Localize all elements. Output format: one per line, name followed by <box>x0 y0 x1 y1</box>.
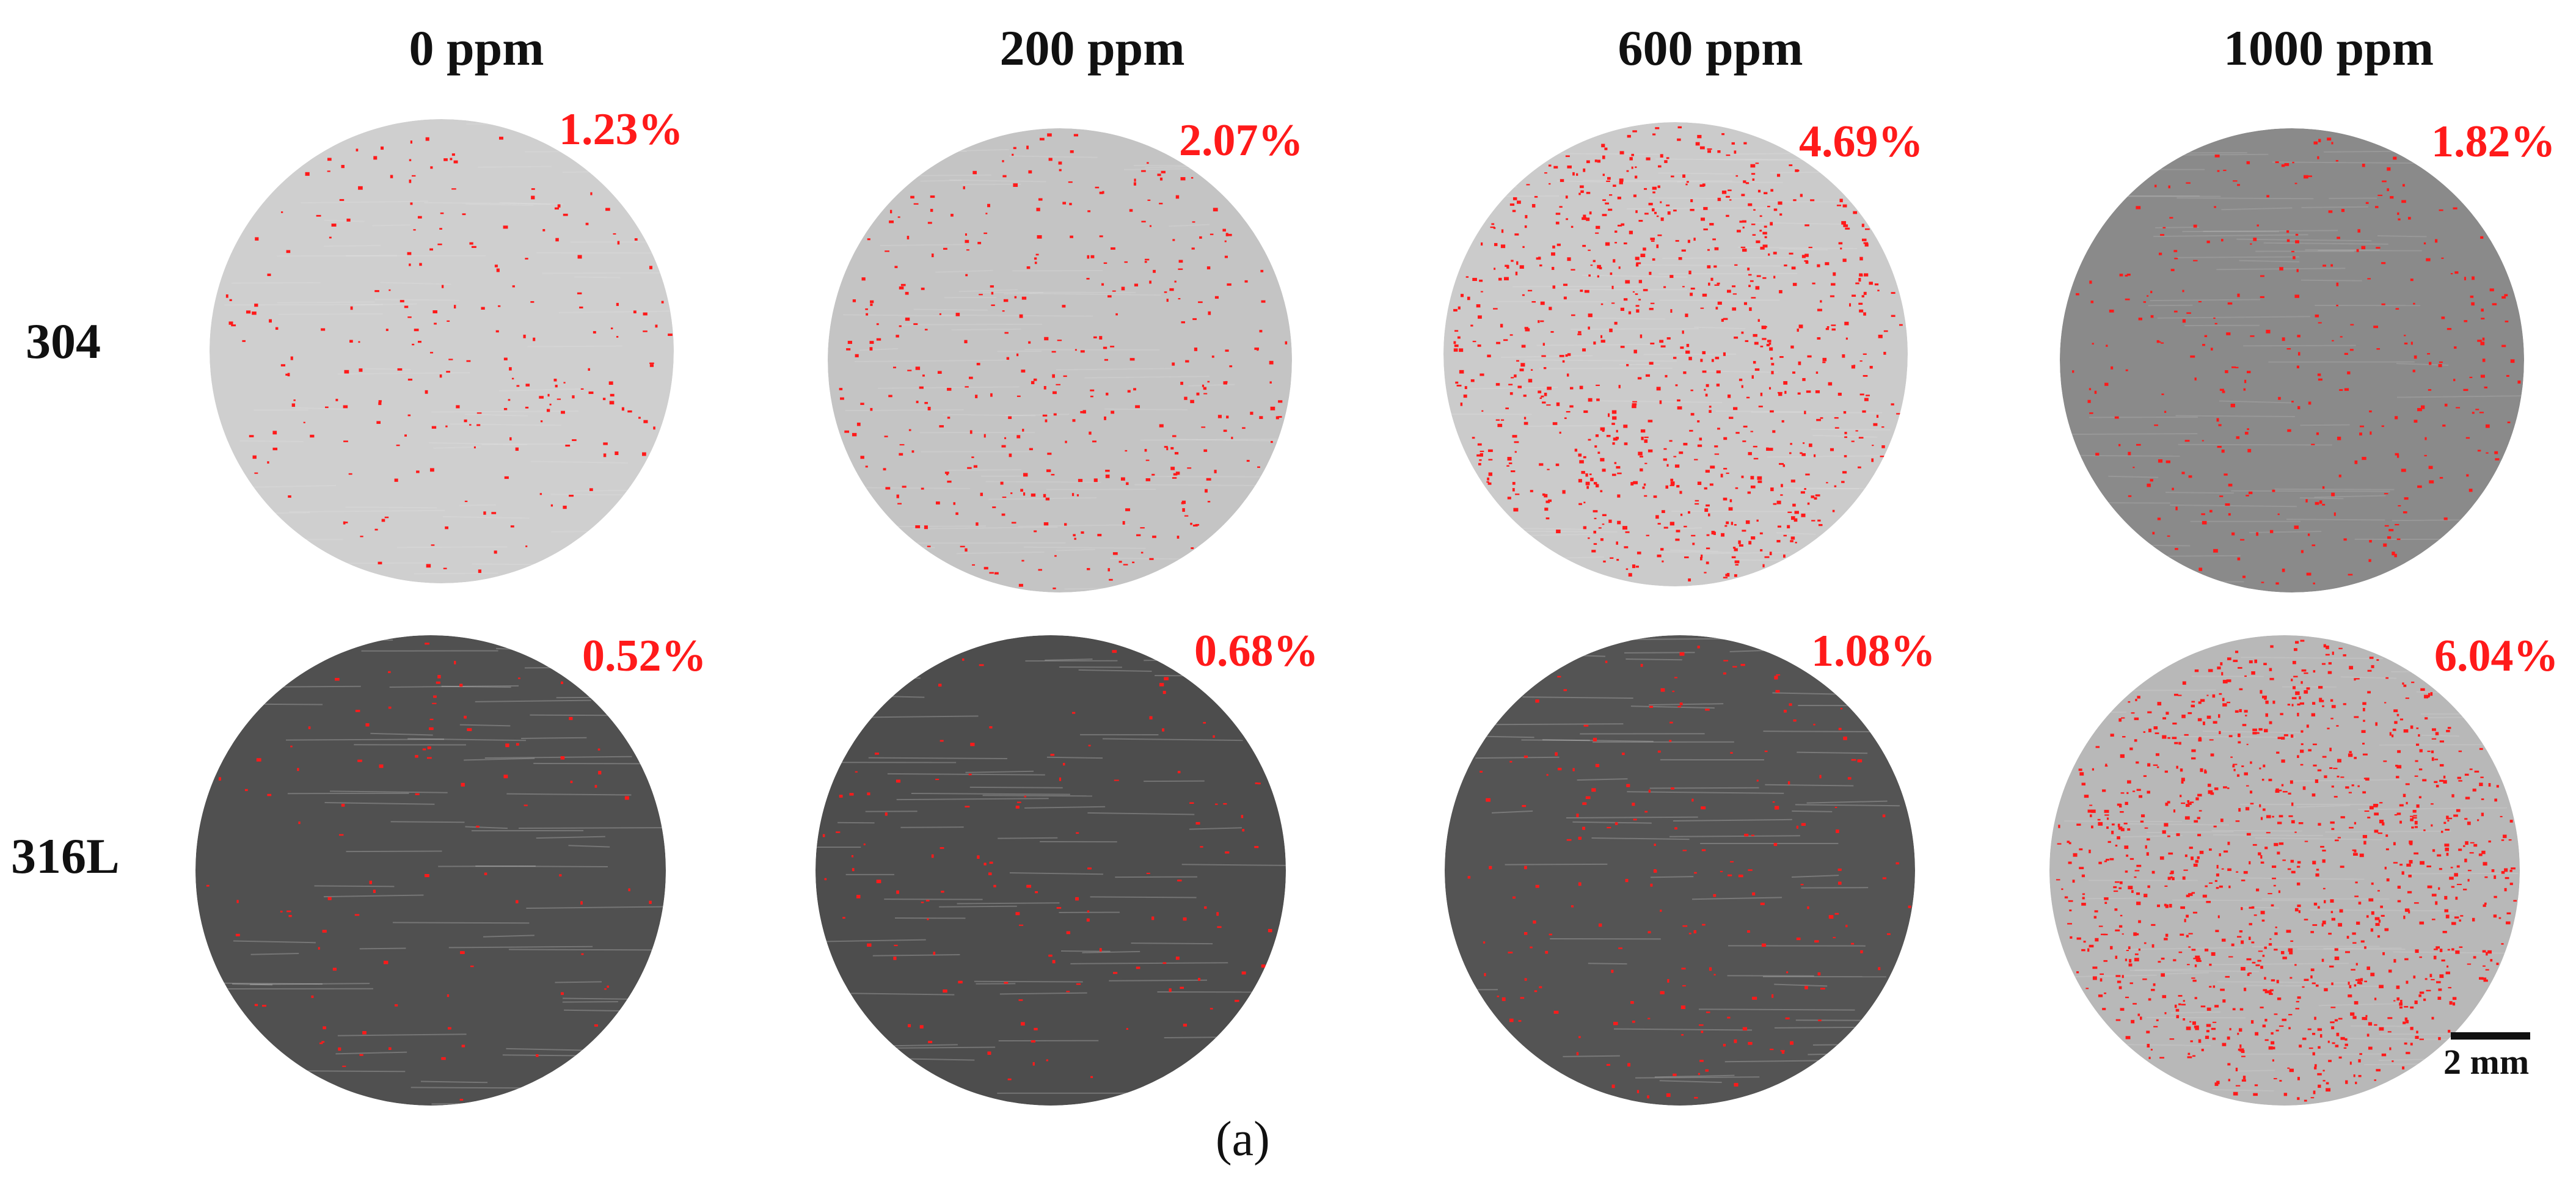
column-header-1000ppm: 1000 ppm <box>2223 20 2434 76</box>
sample-disk-316l-0ppm <box>195 635 666 1106</box>
sample-disk-304-0ppm <box>210 119 674 583</box>
scale-bar-label: 2 mm <box>2443 1042 2530 1082</box>
figure-caption: (a) <box>1216 1112 1270 1166</box>
row-label-316l: 316L <box>11 828 120 884</box>
column-header-200ppm: 200 ppm <box>999 20 1185 76</box>
percentage-304-200ppm: 2.07% <box>1179 115 1304 166</box>
row-label-304: 304 <box>26 313 101 369</box>
percentage-316l-0ppm: 0.52% <box>582 631 707 681</box>
percentage-316l-1000ppm: 6.04% <box>2434 631 2559 681</box>
sample-disk-304-200ppm <box>828 128 1292 592</box>
sample-disk-316l-200ppm <box>815 635 1286 1106</box>
percentage-316l-200ppm: 0.68% <box>1194 626 1319 676</box>
sample-disk-304-1000ppm <box>2060 128 2524 592</box>
percentage-304-1000ppm: 1.82% <box>2431 117 2556 167</box>
sample-disk-304-600ppm <box>1443 122 1908 586</box>
percentage-304-0ppm: 1.23% <box>559 104 684 155</box>
sample-disk-316l-1000ppm <box>2049 635 2520 1106</box>
column-header-600ppm: 600 ppm <box>1618 20 1803 76</box>
column-header-0ppm: 0 ppm <box>409 20 544 76</box>
sample-disk-316l-600ppm <box>1445 635 1915 1106</box>
percentage-316l-600ppm: 1.08% <box>1811 626 1936 676</box>
percentage-304-600ppm: 4.69% <box>1799 117 1924 167</box>
scale-bar <box>2451 1032 2530 1040</box>
